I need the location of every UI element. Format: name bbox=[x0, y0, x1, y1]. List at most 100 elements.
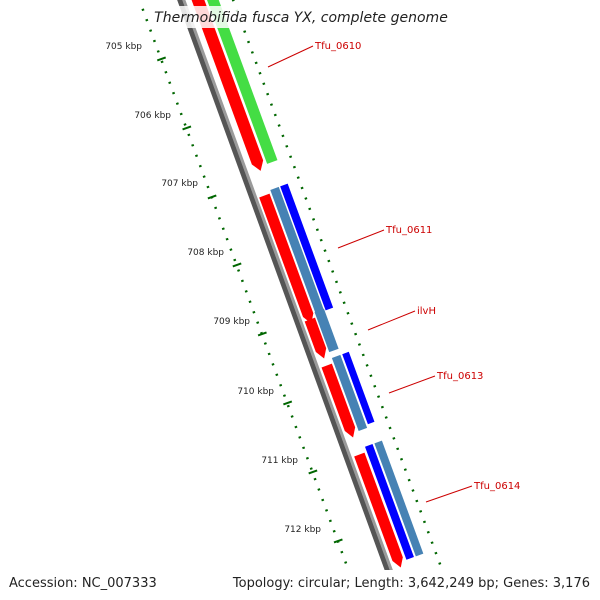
map-title: Thermobifida fusca YX, complete genome bbox=[154, 10, 448, 26]
inner-minor-tick bbox=[172, 91, 176, 95]
outer-minor-tick bbox=[407, 478, 411, 482]
inner-minor-tick bbox=[217, 216, 221, 220]
outer-minor-tick bbox=[250, 51, 254, 54]
kbp-label-707: 707 kbp bbox=[161, 179, 198, 189]
outer-minor-tick bbox=[350, 322, 354, 326]
outer-minor-tick bbox=[262, 82, 266, 86]
inner-minor-tick bbox=[164, 70, 168, 74]
outer-minor-tick bbox=[380, 405, 384, 409]
inner-minor-tick bbox=[229, 248, 233, 251]
outer-minor-tick bbox=[346, 311, 350, 315]
inner-minor-tick bbox=[332, 529, 336, 533]
kbp-label-705: 705 kbp bbox=[105, 42, 142, 52]
outer-minor-tick bbox=[281, 134, 285, 138]
outer-minor-tick bbox=[399, 457, 404, 461]
outer-minor-tick bbox=[342, 301, 346, 305]
tfu-0611-cds-arrow bbox=[259, 193, 314, 324]
outer-minor-tick bbox=[273, 113, 277, 117]
outer-minor-tick bbox=[373, 384, 377, 388]
inner-minor-tick bbox=[221, 227, 225, 231]
outer-minor-tick bbox=[327, 259, 331, 263]
inner-minor-tick bbox=[175, 102, 179, 105]
outer-minor-tick bbox=[315, 228, 319, 232]
backbone-line bbox=[182, 0, 404, 600]
topology-label: Topology: circular; Length: 3,642,249 bp… bbox=[232, 576, 590, 591]
inner-minor-tick bbox=[340, 550, 344, 554]
inner-minor-tick bbox=[279, 383, 283, 387]
gene-label-tfu-0613: Tfu_0613 bbox=[436, 371, 483, 382]
inner-minor-tick bbox=[271, 362, 275, 366]
ilvh-gene-bar bbox=[314, 308, 339, 353]
tfu-0614-gene-bar bbox=[374, 440, 424, 557]
inner-minor-tick bbox=[248, 300, 252, 304]
outer-minor-tick bbox=[377, 395, 381, 399]
gene-label-ilvh: ilvH bbox=[417, 306, 436, 317]
kbp-label-710: 710 kbp bbox=[237, 387, 274, 397]
outer-minor-tick bbox=[304, 197, 308, 200]
outer-minor-tick bbox=[384, 416, 388, 419]
tfu-0613-leader bbox=[388, 375, 436, 394]
inner-minor-tick bbox=[156, 50, 160, 53]
inner-minor-tick bbox=[275, 373, 279, 377]
outer-minor-tick bbox=[369, 374, 373, 378]
outer-minor-tick bbox=[231, 0, 235, 2]
outer-minor-tick bbox=[247, 40, 251, 44]
outer-minor-tick bbox=[419, 510, 423, 513]
ilvh-leader bbox=[367, 310, 416, 331]
outer-minor-tick bbox=[365, 363, 369, 367]
tfu-0610-cds-arrow bbox=[191, 0, 264, 171]
outer-minor-tick bbox=[354, 332, 358, 336]
outer-minor-tick bbox=[422, 520, 426, 524]
outer-minor-tick bbox=[289, 155, 293, 159]
inner-minor-tick bbox=[282, 394, 286, 398]
tfu-0613-cds-bar bbox=[331, 354, 368, 431]
ilvh-cds-arrow bbox=[304, 317, 327, 359]
inner-minor-tick bbox=[317, 488, 321, 491]
outer-minor-tick bbox=[269, 103, 273, 106]
title-backdrop bbox=[155, 6, 447, 28]
inner-major-tick bbox=[257, 331, 267, 337]
outer-minor-tick bbox=[357, 343, 361, 346]
inner-minor-tick bbox=[202, 175, 206, 178]
outer-minor-tick bbox=[331, 270, 335, 273]
inner-minor-tick bbox=[168, 81, 172, 85]
tfu-0613-cds-arrow bbox=[321, 363, 356, 438]
inner-minor-tick bbox=[325, 509, 329, 512]
inner-minor-tick bbox=[206, 185, 210, 189]
inner-minor-tick bbox=[145, 18, 149, 22]
inner-minor-tick bbox=[321, 498, 325, 502]
inner-minor-tick bbox=[244, 289, 248, 293]
inner-major-tick bbox=[333, 538, 343, 544]
inner-minor-tick bbox=[152, 39, 156, 43]
inner-minor-tick bbox=[290, 415, 294, 418]
inner-minor-tick bbox=[328, 519, 332, 523]
tick-marks bbox=[141, 0, 449, 596]
inner-minor-tick bbox=[191, 143, 195, 147]
inner-minor-tick bbox=[302, 446, 306, 450]
outer-minor-tick bbox=[243, 30, 247, 33]
outer-minor-tick bbox=[300, 186, 304, 190]
inner-minor-tick bbox=[267, 352, 271, 356]
outer-minor-tick bbox=[292, 165, 296, 169]
inner-minor-tick bbox=[256, 321, 260, 325]
outer-minor-tick bbox=[312, 217, 316, 221]
outer-minor-tick bbox=[296, 176, 300, 179]
outer-minor-tick bbox=[361, 353, 365, 357]
outer-minor-tick bbox=[277, 124, 281, 127]
outer-minor-tick bbox=[266, 92, 270, 96]
outer-minor-tick bbox=[319, 238, 323, 242]
gene-label-tfu-0610: Tfu_0610 bbox=[314, 41, 361, 52]
inner-minor-tick bbox=[233, 258, 237, 262]
outer-minor-tick bbox=[430, 541, 434, 545]
tfu-0611-gene-bar bbox=[280, 183, 334, 311]
inner-minor-tick bbox=[183, 123, 187, 126]
outer-minor-tick bbox=[323, 249, 327, 252]
inner-minor-tick bbox=[214, 206, 218, 210]
inner-minor-tick bbox=[160, 60, 164, 64]
gene-leader-lines bbox=[267, 45, 473, 503]
inner-minor-tick bbox=[313, 477, 317, 481]
inner-major-tick bbox=[156, 56, 167, 62]
backbone-shadow bbox=[177, 0, 401, 600]
